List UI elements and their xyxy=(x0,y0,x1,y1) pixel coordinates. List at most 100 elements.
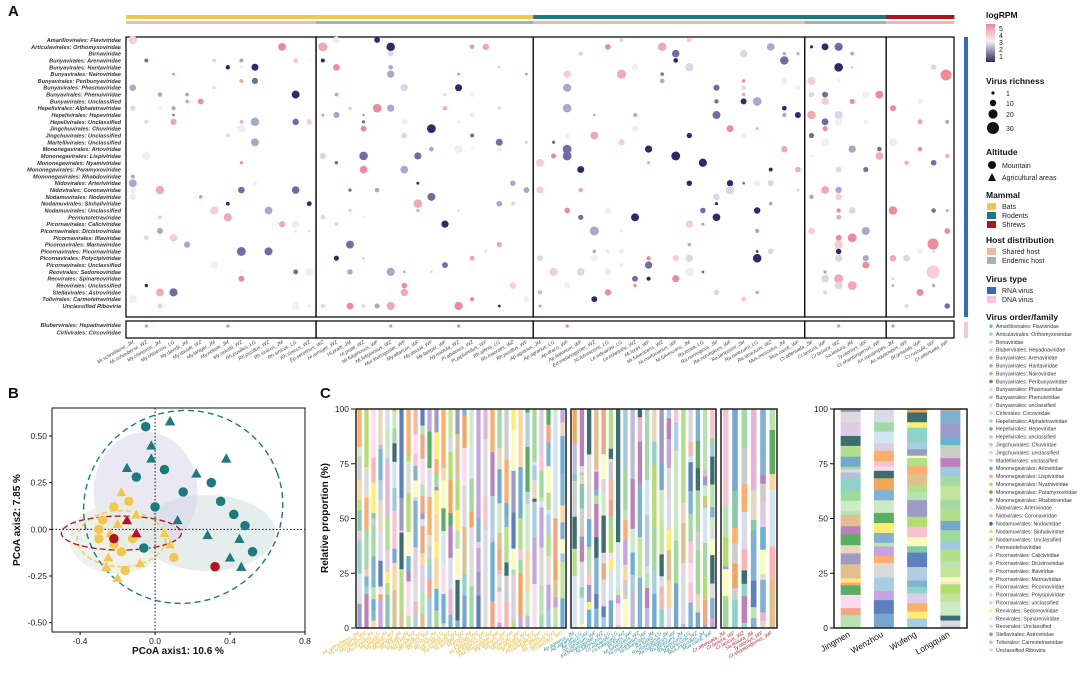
stacked-bar-segment xyxy=(760,475,766,484)
virus-dot xyxy=(618,248,625,255)
stacked-bar-segment xyxy=(378,448,383,481)
stacked-bar-segment xyxy=(873,409,894,423)
mammal-bar-segment xyxy=(153,15,168,19)
stacked-bar-segment xyxy=(497,622,502,629)
virus-dot xyxy=(808,132,815,139)
stacked-bar-segment xyxy=(586,609,592,629)
stacked-bar-segment xyxy=(406,455,411,462)
stacked-bar-segment xyxy=(940,409,961,411)
virus-dot-large xyxy=(940,69,952,81)
virus-dot xyxy=(739,49,748,58)
stacked-bar-segment xyxy=(840,585,861,595)
host-annotation-bars xyxy=(126,15,955,24)
virus-dot xyxy=(348,188,352,192)
stacked-bar-segment xyxy=(553,409,558,519)
virus-dot xyxy=(576,268,585,276)
host-distribution-segment xyxy=(492,21,507,24)
stacked-bar-segment xyxy=(483,495,488,530)
stacked-bar-segment xyxy=(840,582,861,586)
stacked-bar-segment xyxy=(560,472,565,506)
x-tick-label: 0.8 xyxy=(299,636,311,646)
stacked-bar-segment xyxy=(560,409,565,423)
stacked-bar-segment xyxy=(907,457,928,467)
stacked-bar-segment xyxy=(532,498,537,502)
stacked-bar-segment xyxy=(357,409,362,448)
stacked-bar-segment xyxy=(427,558,432,566)
stacked-bar-segment xyxy=(427,565,432,580)
stacked-bar-segment xyxy=(659,519,664,555)
family-legend-item: Picornavirales: Picornaviridae xyxy=(996,585,1064,591)
stacked-bar-segment xyxy=(546,609,551,629)
stacked-bar-segment xyxy=(504,459,509,504)
virus-dot xyxy=(525,72,528,76)
stacked-bar-segment xyxy=(572,409,577,444)
virus-dot xyxy=(264,247,273,256)
virus-dot xyxy=(387,70,395,78)
stacked-bar-segment xyxy=(688,602,693,629)
pcoa-ylabel: PCoA axis2: 7.85 % xyxy=(12,474,23,566)
stacked-bar-segment xyxy=(579,536,585,542)
virus-dot xyxy=(848,145,856,153)
stacked-bar-segment xyxy=(608,409,614,449)
virus-dot xyxy=(850,65,854,69)
virus-dot xyxy=(387,50,394,57)
panel-b-pcoa: -0.4 0.0 0.4 0.8 0.50 0.25 0.00 -0.25 -0.50 PCoA… xyxy=(12,407,311,657)
stacked-bar-segment xyxy=(873,542,894,547)
mammal-bar-segment xyxy=(411,15,426,19)
stacked-bar-segment xyxy=(518,548,523,561)
stacked-bar-segment xyxy=(688,562,693,568)
pcoa-point xyxy=(134,557,146,568)
row-label-dna: Blubervirales: Hepadnaviridae xyxy=(40,323,121,329)
host-distribution-segment xyxy=(411,21,426,24)
matrix-block-frame-dna xyxy=(125,320,317,339)
mammal-bar-segment xyxy=(234,15,249,19)
virus-dot xyxy=(237,124,246,133)
host-distribution-segment xyxy=(696,21,711,24)
virus-dot xyxy=(578,214,584,220)
virus-dot xyxy=(835,118,843,126)
virus-dot xyxy=(686,132,692,139)
family-legend-item: Picornavirales: Dicistroviridae xyxy=(996,561,1064,567)
virus-dot xyxy=(931,283,936,288)
host-distribution-segment xyxy=(506,21,521,24)
stacked-bar-segment xyxy=(608,570,614,601)
stacked-bar-segment xyxy=(769,473,776,490)
stacked-bar-segment xyxy=(608,458,614,462)
stacked-bar-segment xyxy=(688,409,693,442)
row-label: Picornavirales: Caliciviridae xyxy=(46,222,121,228)
stacked-bar-segment xyxy=(385,549,390,572)
virus-dot xyxy=(144,58,149,63)
stacked-bar-segment xyxy=(497,573,502,588)
stacked-bar-segment xyxy=(490,495,495,539)
stacked-bar-segment xyxy=(907,455,928,459)
family-legend-item: Mononegavirales: Rhabdoviridae xyxy=(996,498,1072,504)
stacked-bar-segment xyxy=(673,485,679,501)
virus-dot-dna xyxy=(456,324,461,328)
stacked-bar-segment xyxy=(364,529,369,570)
mammal-bar-segment xyxy=(804,15,819,19)
stacked-bar-segment xyxy=(702,507,708,544)
stacked-bar-segment xyxy=(702,495,708,501)
rodent-confidence-ellipse xyxy=(82,409,284,605)
stacked-bar-segment xyxy=(873,512,894,524)
virus-dot xyxy=(142,151,151,161)
virus-dot xyxy=(713,193,720,201)
stacked-bar-segment xyxy=(357,479,362,500)
c-y-tick-label: 75 xyxy=(340,459,350,469)
family-swatch xyxy=(989,521,993,526)
virus-dot xyxy=(563,70,571,78)
shrews-swatch xyxy=(987,221,996,228)
stacked-bar-segment xyxy=(623,580,628,599)
virus-dot xyxy=(633,113,637,117)
host-distribution-segment xyxy=(533,21,548,24)
stacked-bar-segment xyxy=(659,576,664,587)
stacked-bar-segment xyxy=(666,499,672,530)
virus-dot xyxy=(441,220,449,228)
stacked-bar-segment xyxy=(364,568,369,577)
stacked-bar-segment xyxy=(413,577,418,602)
stacked-bar-segment xyxy=(907,611,928,619)
stacked-bar-segment xyxy=(760,579,766,605)
agricultural-symbol xyxy=(988,173,996,181)
virus-dot xyxy=(497,65,501,69)
virus-dot xyxy=(510,180,516,186)
